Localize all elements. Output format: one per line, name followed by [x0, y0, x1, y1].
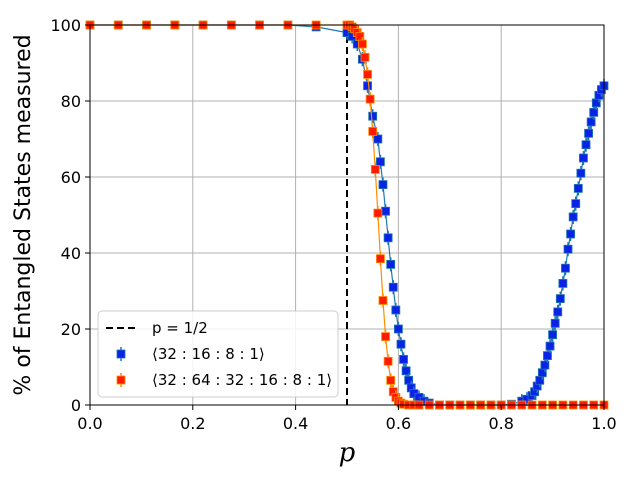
data-point — [584, 128, 593, 138]
data-point — [360, 52, 370, 62]
y-tick-label: 40 — [61, 244, 81, 263]
x-tick-label: 0.4 — [283, 414, 308, 433]
data-point — [378, 180, 388, 190]
x-tick-label: 0.2 — [180, 414, 205, 433]
data-point — [373, 134, 383, 144]
x-tick-label: 0.6 — [386, 414, 411, 433]
data-point — [550, 318, 560, 328]
data-point — [370, 164, 380, 174]
ticks: 0.0 0.2 0.4 0.6 0.8 1.0 0 20 40 60 80 100 — [50, 16, 616, 433]
y-axis-title: % of Entangled States measured — [11, 34, 36, 395]
data-point — [579, 153, 588, 163]
data-point — [566, 229, 575, 239]
data-point — [561, 263, 570, 273]
data-point — [573, 183, 583, 193]
data-point — [376, 157, 385, 167]
data-point — [363, 81, 372, 91]
data-point — [386, 375, 396, 385]
y-tick-label: 80 — [61, 92, 81, 111]
data-point — [373, 208, 383, 218]
data-point — [558, 278, 568, 288]
y-tick-label: 60 — [61, 168, 81, 187]
data-point — [381, 206, 390, 216]
data-point — [545, 341, 555, 351]
data-point — [386, 259, 396, 269]
x-tick-label: 1.0 — [591, 414, 616, 433]
data-point — [363, 70, 372, 79]
legend-label-reference: p = 1/2 — [152, 319, 208, 337]
data-point — [548, 330, 557, 340]
data-point — [540, 360, 550, 370]
data-point — [396, 339, 406, 349]
data-point — [589, 108, 599, 117]
data-point — [553, 307, 563, 317]
plot-frame — [89, 24, 605, 406]
data-point — [388, 282, 398, 292]
x-tick-label: 0.0 — [77, 414, 102, 433]
data-point — [358, 39, 367, 49]
data-point — [381, 332, 390, 342]
y-tick-label: 20 — [61, 320, 81, 339]
data-point — [368, 111, 378, 121]
data-point — [378, 296, 388, 305]
data-point — [368, 127, 378, 136]
y-tick-label: 0 — [71, 396, 81, 415]
data-point — [401, 366, 411, 376]
legend-label-series-1: ⟨32 : 16 : 8 : 1⟩ — [152, 345, 265, 363]
legend-box — [97, 310, 339, 398]
y-tick-label: 100 — [50, 16, 81, 35]
data-point — [581, 140, 591, 150]
data-point — [563, 244, 573, 254]
x-axis-title: p — [339, 438, 356, 468]
data-point — [376, 254, 385, 264]
legend-swatch-marker — [116, 375, 126, 385]
data-point — [383, 356, 393, 366]
data-point — [543, 351, 552, 361]
data-point — [391, 305, 401, 315]
data-point — [365, 94, 375, 104]
data-point — [393, 324, 403, 334]
data-point — [571, 199, 581, 209]
data-point — [555, 294, 565, 304]
data-point — [576, 168, 586, 178]
data-point — [399, 354, 408, 364]
data-point — [383, 233, 393, 243]
x-tick-label: 0.8 — [488, 414, 513, 433]
legend: p = 1/2 ⟨32 : 16 : 8 : 1⟩ ⟨32 : 64 : 32 : … — [97, 310, 339, 398]
data-point — [568, 212, 578, 222]
legend-label-series-2: ⟨32 : 64 : 32 : 16 : 8 : 1⟩ — [152, 371, 332, 389]
legend-swatch-marker — [116, 349, 126, 359]
data-point — [586, 117, 596, 127]
